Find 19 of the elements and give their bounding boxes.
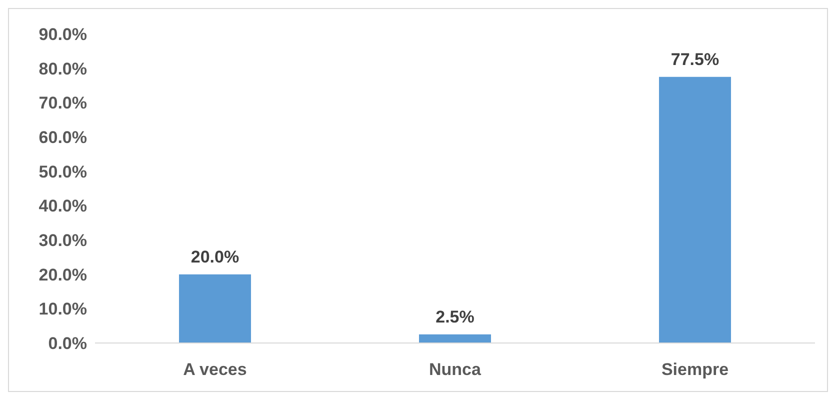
data-label: 77.5% [670,50,720,69]
y-tick-label: 40.0% [38,196,87,216]
data-label: 2.5% [436,307,474,326]
y-tick-label: 0.0% [48,334,87,354]
y-tick-label: 70.0% [38,94,87,113]
y-tick-label: 30.0% [38,231,87,250]
x-tick-label: A veces [183,360,247,380]
bar [659,76,731,343]
x-tick-label: Siempre [661,360,729,380]
x-tick-label: Nunca [429,360,482,380]
y-tick-label: 50.0% [38,162,87,182]
bar [419,334,491,343]
data-label: 20.0% [190,247,240,266]
y-tick-label: 90.0% [38,25,87,44]
y-tick-label: 60.0% [38,128,87,148]
y-tick-label: 10.0% [38,300,87,319]
y-tick-label: 20.0% [38,265,87,284]
bar [179,274,251,343]
y-tick-label: 80.0% [38,59,87,78]
